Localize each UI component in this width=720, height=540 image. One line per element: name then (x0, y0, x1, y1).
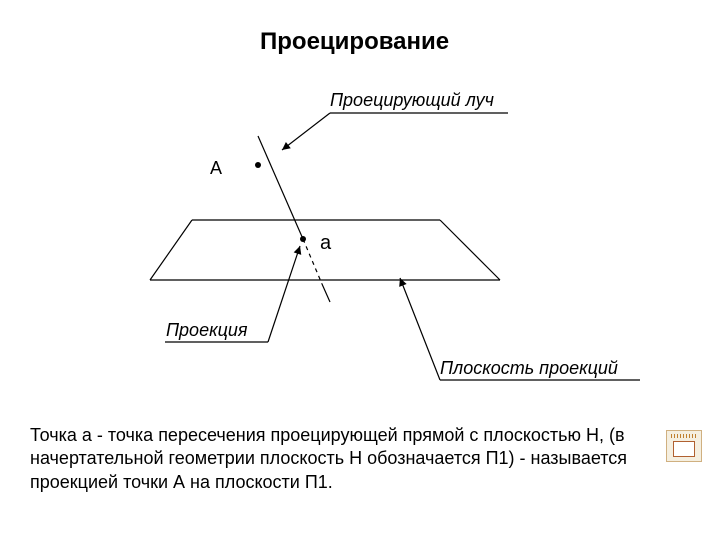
projection-diagram (0, 0, 720, 540)
slide-thumbnail-icon (666, 430, 702, 462)
